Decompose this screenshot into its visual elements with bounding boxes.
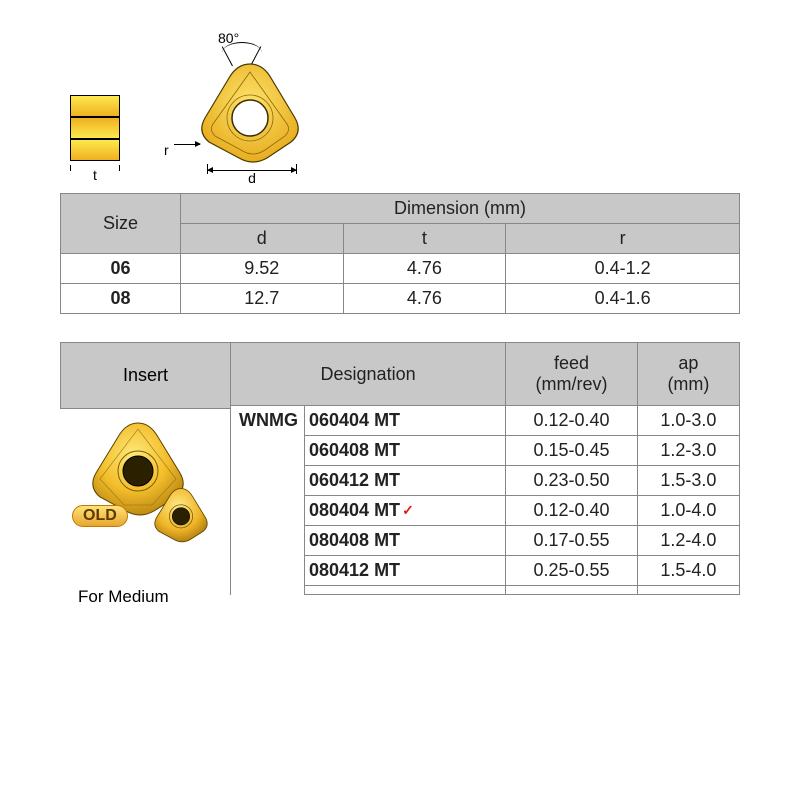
spec-table: Designation feed (mm/rev) ap (mm) WNMG 0… [230,342,740,595]
t-label: t [93,167,97,183]
code-cell: 080412 MT [305,556,506,586]
ap-cell: 1.5-3.0 [637,466,739,496]
spec-section: Insert [60,342,740,595]
table-row: 080408 MT 0.17-0.55 1.2-4.0 [231,526,740,556]
ap-cell: 1.2-3.0 [637,436,739,466]
insert-top-shape [195,60,305,165]
dimension-header: Dimension (mm) [181,194,740,224]
table-row: 06 9.52 4.76 0.4-1.2 [61,254,740,284]
feed-cell: 0.12-0.40 [506,496,638,526]
ap-cell: 1.5-4.0 [637,556,739,586]
t-cell: 4.76 [343,254,506,284]
r-cell: 0.4-1.2 [506,254,740,284]
feed-header: feed (mm/rev) [506,343,638,406]
top-view-diagram: 80° r d [160,30,330,185]
ap-cell: 1.0-4.0 [637,496,739,526]
r-label: r [164,142,169,158]
table-row: WNMG 060404 MT 0.12-0.40 1.0-3.0 [231,406,740,436]
for-medium-label: For Medium [78,587,169,607]
series-cell: WNMG [231,406,305,595]
ap-cell: 1.2-4.0 [637,526,739,556]
col-t: t [343,224,506,254]
code-cell: 060408 MT [305,436,506,466]
code-cell: 060412 MT [305,466,506,496]
dimension-t: t [70,165,120,185]
ap-cell: 1.0-3.0 [637,406,739,436]
feed-cell: 0.23-0.50 [506,466,638,496]
col-d: d [181,224,344,254]
insert-header: Insert [60,342,230,409]
size-cell: 06 [61,254,181,284]
side-view-diagram: t [70,95,120,185]
t-cell: 4.76 [343,284,506,314]
r-cell: 0.4-1.6 [506,284,740,314]
insert-photo-icon [70,419,220,549]
code-cell: 060404 MT [305,406,506,436]
diagram-area: t 80° r d [60,30,740,185]
feed-cell: 0.15-0.45 [506,436,638,466]
table-row: 060412 MT 0.23-0.50 1.5-3.0 [231,466,740,496]
table-row: 08 12.7 4.76 0.4-1.6 [61,284,740,314]
designation-header: Designation [231,343,506,406]
size-cell: 08 [61,284,181,314]
table-row: 080404 MT✓ 0.12-0.40 1.0-4.0 [231,496,740,526]
old-badge: OLD [72,505,128,527]
col-r: r [506,224,740,254]
table-row [231,586,740,595]
r-arrow [174,144,200,145]
table-row: 080412 MT 0.25-0.55 1.5-4.0 [231,556,740,586]
d-label: d [248,170,256,186]
table-row: 060408 MT 0.15-0.45 1.2-3.0 [231,436,740,466]
d-cell: 9.52 [181,254,344,284]
dimension-table: Size Dimension (mm) d t r 06 9.52 4.76 0… [60,193,740,314]
feed-cell: 0.17-0.55 [506,526,638,556]
code-cell: 080408 MT [305,526,506,556]
dimension-d: d [207,168,297,188]
feed-cell: 0.25-0.55 [506,556,638,586]
ap-header: ap (mm) [637,343,739,406]
code-cell: 080404 MT✓ [305,496,506,526]
d-cell: 12.7 [181,284,344,314]
feed-cell: 0.12-0.40 [506,406,638,436]
size-header: Size [61,194,181,254]
check-icon: ✓ [402,502,414,518]
insert-visual: OLD For Medium [60,409,230,595]
